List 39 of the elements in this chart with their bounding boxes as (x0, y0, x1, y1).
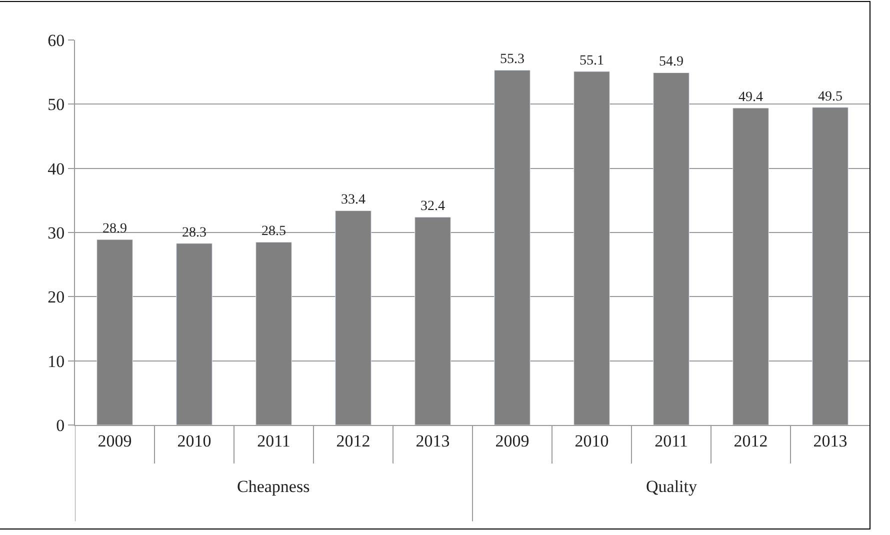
y-tick-label: 0 (56, 416, 65, 435)
bar (414, 216, 451, 425)
x-tick-label: 2009 (495, 431, 530, 450)
data-label: 54.9 (659, 54, 684, 70)
bar (176, 243, 212, 425)
data-label: 28.9 (102, 222, 127, 237)
text: Cheapness (237, 477, 310, 496)
bar (574, 71, 610, 425)
bar (494, 70, 530, 425)
data-label: 28.5 (262, 224, 286, 240)
x-tick-label: 2012 (336, 431, 370, 450)
data-label: 49.4 (738, 90, 763, 106)
y-tick-label: 20 (48, 288, 65, 307)
data-label: 33.4 (341, 192, 366, 208)
data-label: 49.5 (818, 89, 842, 104)
x-tick-label: 2012 (734, 431, 768, 450)
text: Quality (646, 477, 698, 496)
y-tick-label: 10 (48, 352, 65, 371)
bar (732, 108, 769, 425)
data-label: 55.1 (580, 53, 604, 68)
x-tick-label: 2013 (416, 431, 450, 450)
y-tick-label: 30 (48, 223, 65, 242)
x-tick-label: 2009 (98, 431, 132, 450)
x-tick-label: 2010 (177, 431, 212, 450)
bar (812, 107, 848, 425)
y-tick-label: 50 (48, 95, 65, 114)
y-tick-label: 40 (48, 159, 65, 178)
data-label: 55.3 (500, 52, 524, 68)
bar (256, 242, 292, 425)
bar (96, 239, 133, 425)
data-label: 28.3 (182, 225, 206, 240)
x-tick-label: 2013 (813, 431, 848, 450)
x-tick-label: 2011 (257, 431, 290, 450)
data-label: 32.4 (420, 199, 445, 214)
y-tick-label: 60 (48, 30, 65, 50)
bar (653, 72, 690, 425)
x-tick-label: 2011 (654, 431, 688, 450)
x-tick-label: 2010 (574, 431, 609, 450)
bar (335, 210, 372, 425)
